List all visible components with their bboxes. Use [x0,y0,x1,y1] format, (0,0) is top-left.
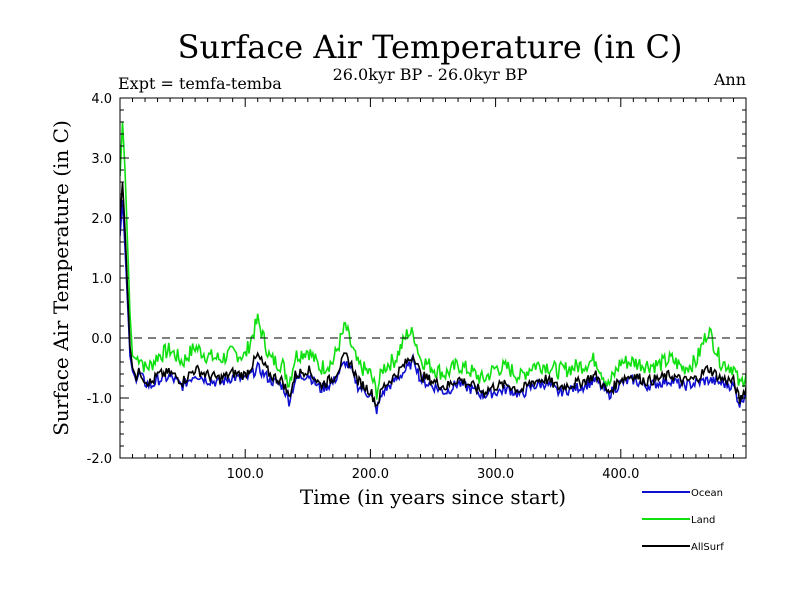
chart-title: Surface Air Temperature (in C) [178,28,683,66]
y-tick-label: 1.0 [91,272,112,287]
legend: Ocean Land AllSurf [642,488,724,553]
y-axis-label: Surface Air Temperature (in C) [49,120,73,436]
tick-layer [120,97,746,459]
x-tick-label: 400.0 [602,467,639,482]
x-axis-label: Time (in years since start) [300,485,566,509]
x-tick-label: 300.0 [477,467,514,482]
x-tick-label: 100.0 [227,467,264,482]
x-tick-label: 200.0 [352,467,389,482]
y-tick-label: 3.0 [91,152,112,167]
legend-label-allsurf: AllSurf [691,542,724,553]
plot-frame [119,97,747,459]
legend-label-ocean: Ocean [691,488,723,499]
y-tick-label: -2.0 [87,452,112,467]
y-tick-label: 4.0 [91,92,112,107]
y-tick-label: 2.0 [91,212,112,227]
y-tick-label: -1.0 [87,392,112,407]
period-label: Ann [713,70,746,89]
legend-label-land: Land [691,515,715,526]
series-line-allsurf [120,181,746,408]
series-layer [120,121,746,415]
series-line-land [120,121,746,400]
experiment-label: Expt = temfa-temba [118,74,282,93]
y-tick-label: 0.0 [91,332,112,347]
tick-label-layer: 100.0 200.0 300.0 400.0 -2.0 -1.0 0.0 1.0 2.0 3.0… [87,92,640,482]
chart-subtitle: 26.0kyr BP - 26.0kyr BP [333,65,528,84]
